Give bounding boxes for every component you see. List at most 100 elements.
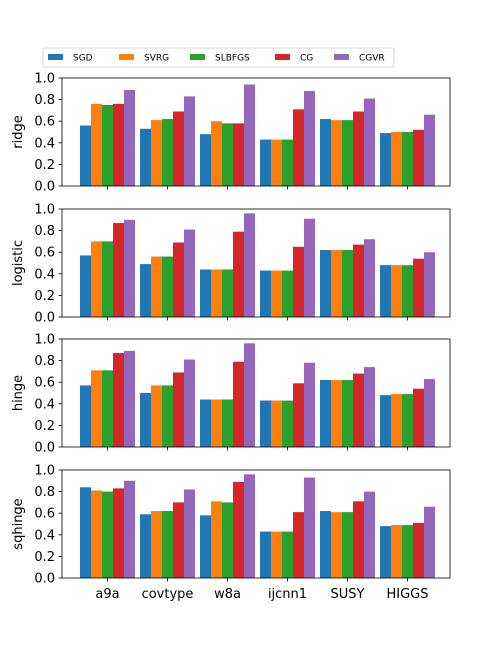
- legend-frame: [42, 47, 395, 68]
- panel-ridge: 0.0 0.2 0.4 0.6 0.8 1.0 ridge: [11, 72, 451, 195]
- bar-logistic-susy-svrg: [331, 250, 342, 317]
- bar-sqhinge-covtype-cgvr: [184, 489, 195, 578]
- bar-hinge-higgs-cg: [413, 388, 424, 447]
- ytick-label-hinge-3: 0.6: [34, 376, 55, 391]
- ytick-label-hinge-4: 0.8: [34, 354, 55, 369]
- bar-sqhinge-ijcnn1-sgd: [260, 531, 271, 578]
- bar-logistic-covtype-cg: [173, 242, 184, 317]
- bar-logistic-a9a-cgvr: [124, 219, 135, 317]
- ytick-label-hinge-0: 0.0: [34, 441, 55, 456]
- bar-hinge-ijcnn1-cgvr: [304, 362, 315, 447]
- bar-sqhinge-covtype-slbfgs: [162, 511, 173, 578]
- bar-logistic-ijcnn1-sgd: [260, 270, 271, 317]
- ytick-label-logistic-4: 0.8: [34, 224, 55, 239]
- ytick-label-ridge-2: 0.4: [34, 136, 55, 151]
- bar-hinge-w8a-slbfgs: [222, 399, 233, 447]
- bar-ridge-susy-cgvr: [364, 98, 375, 186]
- bar-ridge-a9a-cgvr: [124, 89, 135, 186]
- bar-ridge-covtype-sgd: [140, 128, 151, 186]
- bar-logistic-w8a-sgd: [200, 269, 211, 317]
- ytick-label-ridge-4: 0.8: [34, 93, 55, 108]
- bar-logistic-a9a-slbfgs: [102, 241, 113, 317]
- bar-ridge-ijcnn1-cgvr: [304, 90, 315, 186]
- ytick-label-sqhinge-2: 0.4: [34, 528, 55, 543]
- bar-logistic-ijcnn1-svrg: [271, 270, 282, 317]
- ytick-label-sqhinge-1: 0.2: [34, 550, 55, 565]
- bar-sqhinge-w8a-cgvr: [244, 474, 255, 578]
- bar-hinge-ijcnn1-sgd: [260, 400, 271, 447]
- bar-ridge-a9a-svrg: [91, 103, 102, 186]
- axes-frame-hinge: [61, 338, 451, 448]
- ytick-label-logistic-2: 0.4: [34, 267, 55, 282]
- bar-logistic-w8a-slbfgs: [222, 269, 233, 317]
- bar-logistic-w8a-cg: [233, 231, 244, 317]
- bar-sqhinge-susy-cg: [353, 501, 364, 578]
- ylabel-hinge: hinge: [11, 375, 26, 411]
- legend-swatch-cg: [275, 54, 290, 60]
- ytick-label-hinge-1: 0.2: [34, 419, 55, 434]
- bar-sqhinge-w8a-sgd: [200, 515, 211, 578]
- xtick-label-w8a: w8a: [214, 587, 241, 602]
- bar-logistic-susy-cgvr: [364, 239, 375, 317]
- bar-logistic-susy-cg: [353, 244, 364, 317]
- bar-ridge-a9a-sgd: [80, 125, 91, 186]
- bar-logistic-ijcnn1-cg: [293, 246, 304, 317]
- bar-sqhinge-covtype-sgd: [140, 514, 151, 578]
- bar-ridge-ijcnn1-svrg: [271, 139, 282, 186]
- ytick-label-ridge-1: 0.2: [34, 158, 55, 173]
- bar-hinge-susy-cgvr: [364, 367, 375, 447]
- ytick-label-ridge-0: 0.0: [34, 180, 55, 195]
- bar-ridge-covtype-slbfgs: [162, 119, 173, 186]
- bar-hinge-a9a-svrg: [91, 370, 102, 447]
- bar-hinge-w8a-svrg: [211, 399, 222, 447]
- xtick-label-susy: SUSY: [331, 587, 365, 602]
- bar-sqhinge-susy-sgd: [320, 511, 331, 578]
- bar-sqhinge-higgs-cgvr: [424, 506, 435, 578]
- legend-label-cgvr: CGVR: [359, 54, 385, 64]
- bar-sqhinge-w8a-svrg: [211, 501, 222, 578]
- bar-hinge-susy-sgd: [320, 380, 331, 447]
- legend-swatch-sgd: [48, 54, 63, 60]
- axes-frame-ridge: [61, 77, 451, 187]
- bar-sqhinge-higgs-cg: [413, 522, 424, 578]
- bar-sqhinge-susy-cgvr: [364, 491, 375, 578]
- bar-logistic-covtype-svrg: [151, 256, 162, 317]
- bar-ridge-higgs-slbfgs: [402, 132, 413, 186]
- bar-hinge-covtype-sgd: [140, 393, 151, 447]
- bar-sqhinge-ijcnn1-slbfgs: [282, 531, 293, 578]
- panel-logistic: 0.0 0.2 0.4 0.6 0.8 1.0 logistic: [11, 203, 451, 326]
- bar-ridge-susy-slbfgs: [342, 120, 353, 186]
- bar-hinge-covtype-cgvr: [184, 359, 195, 447]
- bar-logistic-covtype-cgvr: [184, 229, 195, 317]
- ytick-label-sqhinge-0: 0.0: [34, 572, 55, 587]
- legend-label-slbfgs: SLBFGS: [215, 54, 250, 64]
- bar-logistic-ijcnn1-cgvr: [304, 218, 315, 317]
- bar-ridge-w8a-svrg: [211, 121, 222, 186]
- ytick-label-logistic-5: 1.0: [34, 203, 55, 218]
- bar-sqhinge-ijcnn1-svrg: [271, 531, 282, 578]
- bar-sqhinge-a9a-sgd: [80, 487, 91, 578]
- bar-logistic-higgs-cgvr: [424, 252, 435, 317]
- bar-sqhinge-higgs-sgd: [380, 526, 391, 578]
- bar-hinge-higgs-slbfgs: [402, 394, 413, 447]
- bar-logistic-higgs-sgd: [380, 265, 391, 317]
- ytick-label-sqhinge-4: 0.8: [34, 485, 55, 500]
- bar-ridge-w8a-cg: [233, 123, 244, 186]
- bar-hinge-ijcnn1-cg: [293, 383, 304, 447]
- axes-frame-sqhinge: [61, 469, 451, 579]
- bar-sqhinge-higgs-slbfgs: [402, 525, 413, 578]
- bar-logistic-a9a-cg: [113, 223, 124, 317]
- bar-hinge-covtype-slbfgs: [162, 385, 173, 447]
- legend-swatch-cgvr: [334, 54, 349, 60]
- ytick-label-hinge-2: 0.4: [34, 397, 55, 412]
- bar-hinge-a9a-sgd: [80, 385, 91, 447]
- bar-hinge-higgs-sgd: [380, 395, 391, 447]
- bar-sqhinge-covtype-cg: [173, 502, 184, 578]
- bar-ridge-covtype-svrg: [151, 120, 162, 186]
- bar-ridge-covtype-cgvr: [184, 96, 195, 186]
- legend-label-svrg: SVRG: [144, 54, 169, 64]
- bar-ridge-w8a-cgvr: [244, 84, 255, 186]
- bar-hinge-a9a-cgvr: [124, 350, 135, 447]
- panels: 0.0 0.2 0.4 0.6 0.8 1.0 ridge 0.0 0.2 0.4 0.6 0.8 1.…: [11, 72, 451, 602]
